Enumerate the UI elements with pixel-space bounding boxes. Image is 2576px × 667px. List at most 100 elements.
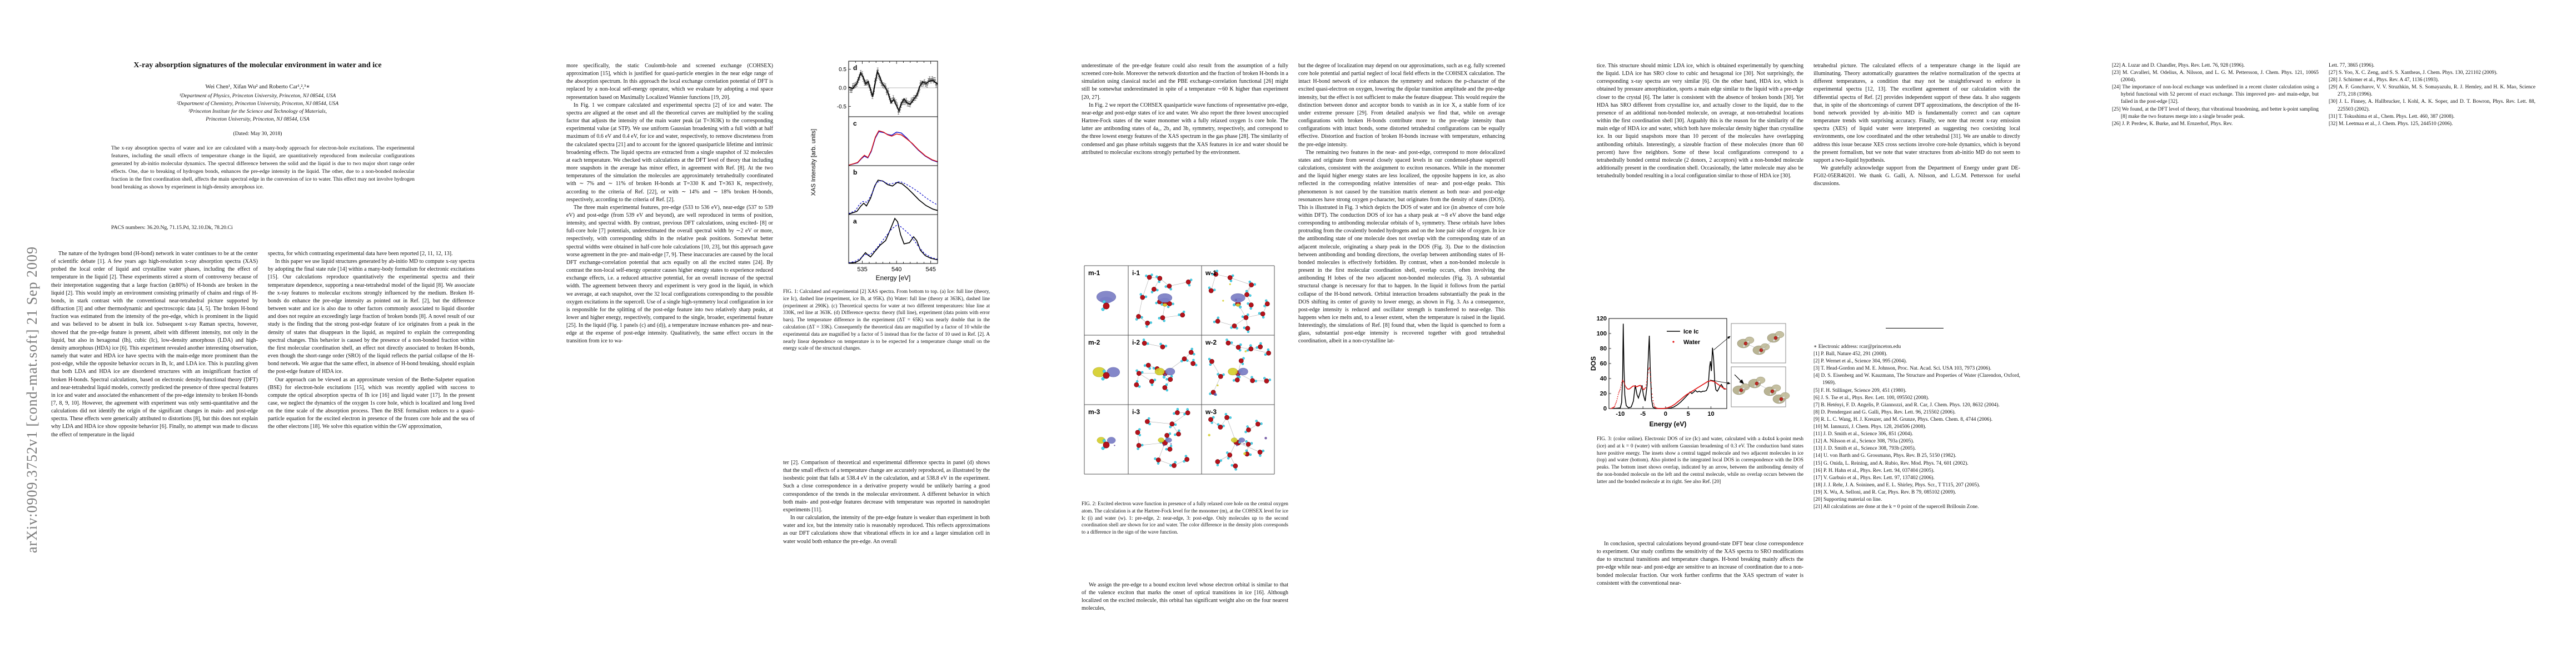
page-1: arXiv:0909.3752v1 [cond-mat.soft] 21 Sep… — [0, 0, 515, 667]
reference-item: [9] R. L. C. Wang, H. J. Kreuzer, and M.… — [1813, 416, 1993, 422]
svg-text:Water: Water — [1683, 339, 1701, 346]
svg-text:-0.5: -0.5 — [837, 104, 847, 110]
affiliation-2: ²Department of Chemistry, Princeton Univ… — [176, 101, 339, 107]
p2-column-1: more specifically, the static Coulomb-ho… — [566, 62, 773, 656]
fig1-panel-label-d: d — [853, 64, 857, 72]
fig2-cell-label: i-1 — [1132, 269, 1140, 277]
svg-text:5: 5 — [1687, 411, 1690, 417]
fig2-cell-label: m-1 — [1088, 269, 1100, 277]
paragraph: tetrahedral picture. The calculated effe… — [1813, 63, 2020, 163]
svg-text:-10: -10 — [1616, 411, 1625, 417]
paragraph: tice. This structure should mimic LDA ic… — [1597, 63, 1803, 180]
paper-title: X-ray absorption signatures of the molec… — [133, 61, 382, 69]
reference-item: [1] P. Ball, Nature 452, 291 (2008). — [1813, 351, 1887, 357]
reference-item: [32] M. Leetmaa et al., J. Chem. Phys. 1… — [2329, 121, 2453, 127]
svg-text:100: 100 — [1597, 331, 1607, 337]
paragraph: The three main experimental features, pr… — [566, 204, 773, 345]
reference-item: [5] F. H. Stillinger, Science 209, 451 (… — [1813, 387, 1907, 394]
reference-item: [18] J. J. Rehr, J. A. Soininen, and E. … — [1813, 482, 1980, 488]
pacs-line: PACS numbers: 36.20.Ng, 71.15.Pd, 32.10.… — [111, 225, 233, 231]
p4-column-1-bottom: In conclusion, spectral calculations bey… — [1597, 540, 1803, 635]
paragraph: more specifically, the static Coulomb-ho… — [566, 63, 773, 101]
fig1-panel-label-b: b — [853, 168, 857, 176]
fig2-cell-w-3: w-3 — [1205, 408, 1267, 471]
fig3-inset-ice — [1731, 323, 1786, 364]
p4-column-1-top: tice. This structure should mimic LDA ic… — [1597, 62, 1803, 285]
references-block-3: Lett. 77, 3865 (1996). [27] S. Yoo, X. C.… — [2329, 62, 2535, 656]
page-2: more specifically, the static Coulomb-ho… — [515, 0, 1030, 667]
reference-item: [2] P. Wernet et al., Science 304, 995 (… — [1813, 359, 1907, 365]
p1-column-1: The nature of the hydrogen bond (H-bond)… — [51, 250, 258, 657]
reference-item: [25] We found, at the DFT level of theor… — [2112, 106, 2319, 120]
reference-item: [22] A. Luzar and D. Chandler, Phys. Rev… — [2112, 63, 2245, 68]
reference-item: [26] J. P. Perdew, K. Burke, and M. Ernz… — [2112, 121, 2233, 127]
page-5: [22] A. Luzar and D. Chandler, Phys. Rev… — [2061, 0, 2576, 667]
reference-item: [17] V. Garbuio et al., Phys. Rev. Lett.… — [1813, 475, 1935, 481]
page-4: tice. This structure should mimic LDA ic… — [1546, 0, 2061, 667]
svg-text:40: 40 — [1600, 376, 1607, 382]
svg-text:545: 545 — [926, 266, 936, 273]
fig2-cell-label: m-2 — [1088, 339, 1100, 346]
svg-text:20: 20 — [1600, 391, 1607, 397]
svg-text:540: 540 — [891, 266, 901, 273]
reference-item: [19] X. Wu, A. Selloni, and R. Car, Phys… — [1813, 489, 1956, 495]
reference-item: [31] T. Tokushima et al., Chem. Phys. Le… — [2329, 113, 2455, 120]
fig1-y-axis-label: XAS Intensity [arb. units] — [810, 129, 817, 196]
fig2-cell-m-2: m-2 — [1088, 339, 1120, 381]
fig2-cell-i-1: i-1 — [1132, 269, 1193, 328]
reference-item: [7] B. Hetényi, F. D. Angelis, P. Gianno… — [1813, 402, 2000, 408]
reference-item: Lett. 77, 3865 (1996). — [2329, 63, 2375, 68]
fig1-panel-label-c: c — [853, 120, 857, 127]
references-block-1: ∗ Electronic address: rcar@princeton.edu… — [1813, 344, 2020, 656]
svg-text:535: 535 — [857, 266, 867, 273]
fig3-inset-water — [1731, 366, 1790, 407]
figure-2-wavefunctions: m-1 i-1 w-1 m-2 i-2 w-2 m-3 i-3 w-3 — [1084, 265, 1275, 475]
p3-column-1-bottom: We assign the pre-edge to a bound excito… — [1082, 581, 1288, 643]
fig2-cell-i-2: i-2 — [1132, 339, 1198, 392]
reference-item: [4] D. S. Eisenberg and W. Kauzmann, The… — [1813, 373, 2020, 386]
reference-item: [30] J. L. Finney, A. Hallbrucker, I. Ko… — [2329, 99, 2535, 112]
abstract: The x-ray absorption spectra of water an… — [111, 145, 415, 190]
paragraph: spectra, for which contrasting experimen… — [268, 251, 453, 257]
svg-text:80: 80 — [1600, 346, 1607, 352]
reference-item: [12] A. Nilsson et al., Science 308, 793… — [1813, 439, 1914, 445]
fig2-cell-label: w-2 — [1205, 339, 1217, 346]
paragraph: Our approach can be viewed as an approxi… — [268, 376, 475, 430]
fig2-cell-i-3: i-3 — [1132, 408, 1190, 468]
reference-item: [29] A. F. Goncharov, V. V. Struzhkin, M… — [2329, 84, 2535, 98]
reference-item: [14] U. von Barth and G. Grossmann, Phys… — [1813, 453, 1956, 459]
fig1-panel-label-a: a — [853, 217, 857, 225]
fig3-legend: Ice Ic Water — [1667, 328, 1701, 346]
reference-item: [24] The importance of non-local exchang… — [2112, 84, 2319, 105]
fig3-y-axis-label: DOS — [1590, 356, 1597, 371]
paragraph: We assign the pre-edge to a bound excito… — [1082, 582, 1288, 612]
fig2-cell-label: w-3 — [1205, 408, 1217, 416]
reference-item: [6] J. S. Tse et al., Phys. Rev. Lett. 1… — [1813, 395, 1929, 401]
paragraph: We gratefully acknowledge support from t… — [1813, 165, 2020, 187]
svg-text:0.5: 0.5 — [839, 67, 846, 73]
fig2-cell-label: w-1 — [1205, 269, 1217, 277]
reference-item: [3] T. Head-Gordon and M. E. Johnson, Pr… — [1813, 366, 1991, 372]
figure-2-caption: FIG. 2: Excited electron wave function i… — [1082, 501, 1288, 535]
paragraph: In Fig. 1 we compare calculated and expe… — [566, 102, 773, 203]
paragraph: but the degree of localization may depen… — [1298, 63, 1505, 148]
svg-text:60: 60 — [1600, 361, 1607, 367]
reference-item: [27] S. Yoo, X. C. Zeng, and S. S. Xanth… — [2329, 70, 2498, 76]
reference-item: [11] J. D. Smith et al., Science 306, 85… — [1813, 431, 1914, 437]
figure-1-xas-spectra: 0.5 0.0 -0.5 d c b a 535 540 545 Energy [eV] XAS In… — [810, 61, 938, 282]
paragraph: underestimate of the pre-edge feature co… — [1082, 63, 1288, 101]
fig3-x-axis-label: Energy (eV) — [1650, 420, 1687, 428]
reference-item: [15] G. Onida, L. Reining, and A. Rubio,… — [1813, 460, 1969, 466]
fig1-x-axis-label: Energy [eV] — [876, 274, 911, 282]
reference-item: [28] J. Schirmer et al., Phys. Rev. A 47… — [2329, 77, 2439, 83]
fig2-cell-m-3: m-3 — [1088, 408, 1116, 450]
svg-text:0: 0 — [1603, 406, 1607, 412]
svg-text:0.0: 0.0 — [839, 86, 846, 92]
paragraph: In conclusion, spectral calculations bey… — [1597, 541, 1803, 586]
arxiv-watermark: arXiv:0909.3752v1 [cond-mat.soft] 21 Sep… — [24, 246, 40, 553]
reference-item: [16] P. H. Hahn et al., Phys. Rev. Lett.… — [1813, 467, 1935, 474]
dated-line: (Dated: May 30, 2018) — [233, 131, 282, 137]
paragraph: In our calculation, the intensity of the… — [783, 515, 990, 545]
